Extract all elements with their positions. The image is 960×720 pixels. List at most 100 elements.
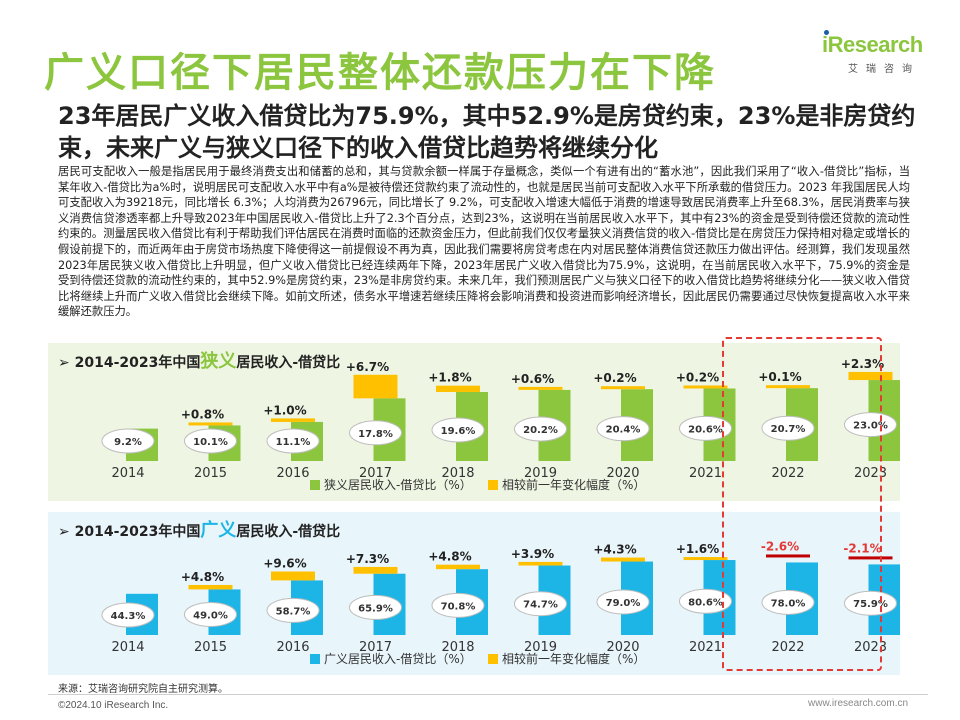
change-marker [601,557,645,562]
change-label: +1.6% [676,542,719,556]
value-label-bubble [101,428,155,454]
change-label: +7.3% [346,552,389,566]
legend-swatch-main [310,654,320,664]
chart-title-highlight: 狭义 [200,351,237,372]
x-tick-label: 2017 [359,466,392,481]
chart-title-arrow-icon: ➢ [58,524,75,540]
chart-title-highlight: 广义 [200,520,237,541]
value-label-bubble [349,594,402,620]
body-paragraph: 居民可支配收入一般是指居民用于最终消费支出和储蓄的总和，其与贷款余额一样属于存量… [58,165,910,319]
iresearch-logo: iResearch 艾瑞咨询 [818,30,938,76]
value-label: 20.7% [771,424,806,435]
value-label-bubble [514,416,567,442]
change-label: +2.3% [841,357,884,371]
value-label-bubble [514,591,567,617]
change-label: +0.8% [181,407,224,421]
value-label-bubble [761,415,815,441]
x-tick-label: 2014 [111,466,144,481]
chart-title: ➢ 2014-2023年中国广义居民收入-借贷比 [58,516,340,542]
change-label: +0.1% [758,370,801,384]
legend-swatch-main [310,480,320,490]
change-marker [848,556,893,560]
value-label: 19.6% [441,426,476,437]
logo-subtext: 艾瑞咨询 [848,64,920,75]
change-label: +0.2% [676,370,719,384]
value-label: 58.7% [276,606,311,617]
value-label: 75.9% [853,599,888,610]
legend-label-main: 狭义居民收入-借贷比（%） [324,478,472,492]
value-label-bubble [184,428,237,454]
x-tick-label: 2023 [854,466,887,481]
change-marker [518,561,563,566]
x-tick-label: 2021 [689,640,722,655]
change-marker [271,571,315,581]
value-label-bubble [679,588,732,614]
x-tick-label: 2022 [771,466,804,481]
chart-title-suffix: 居民收入-借贷比 [236,355,341,371]
value-label: 44.3% [111,611,146,622]
value-label-bubble [101,602,155,628]
value-label: 70.8% [441,601,476,612]
value-label: 20.2% [523,425,558,436]
value-label: 80.6% [688,597,723,608]
x-tick-label: 2016 [276,466,309,481]
legend-swatch-change [488,654,498,664]
legend-label-change: 相较前一年变化幅度（%） [502,477,645,492]
value-label-bubble [844,412,897,438]
change-marker [271,418,315,422]
value-label-bubble [596,589,650,615]
change-marker [518,386,563,390]
value-label-bubble [266,597,320,623]
x-tick-label: 2015 [194,466,227,481]
logo-text: iResearch [822,32,923,57]
value-label: 20.4% [606,425,641,436]
value-label: 74.7% [523,600,558,611]
change-label: +0.2% [593,371,636,385]
legend-swatch-change [488,480,498,490]
x-tick-label: 2018 [441,466,474,481]
x-tick-label: 2019 [524,640,557,655]
change-label: +3.9% [511,547,554,561]
x-tick-label: 2019 [524,466,557,481]
change-label: +4.8% [428,550,471,564]
change-marker [766,554,810,558]
value-label-bubble [184,601,237,627]
change-marker [683,385,728,389]
value-label-bubble [431,592,485,618]
value-label-bubble [679,415,732,441]
change-label: -2.1% [843,541,881,555]
footer-url: www.iresearch.com.cn [808,698,909,709]
value-label-bubble [844,590,897,616]
change-label: +1.0% [263,403,306,417]
source-note: 来源：艾瑞咨询研究院自主研究测算。 [58,684,228,695]
change-marker [353,566,398,574]
value-label-bubble [431,417,485,443]
highlight-dashed-box [722,337,882,671]
change-label: +9.6% [263,556,306,570]
x-tick-label: 2023 [854,640,887,655]
narrow-ratio-chart: 9.2% 2014 10.1% +0.8% 2015 11.1% +1.0% 2016 17.8… [101,357,900,492]
chart-title-prefix: 2014-2023年中国 [74,524,201,540]
broad-ratio-chart: 44.3% 2014 49.0% +4.8% 2015 58.7% +9.6% 2016 65.… [101,539,900,666]
x-tick-label: 2018 [441,640,474,655]
change-marker [848,371,893,381]
change-marker [188,422,233,426]
value-label-bubble [349,420,402,446]
change-marker [436,564,480,570]
value-label-bubble [596,416,650,442]
change-marker [766,385,810,389]
value-label: 79.0% [606,598,641,609]
chart-title-suffix: 居民收入-借贷比 [236,524,341,540]
x-tick-label: 2015 [194,640,227,655]
narrow-ratio-chart-panel: ➢ 2014-2023年中国狭义居民收入-借贷比 9.2% 2014 10.1% +0… [48,343,900,501]
legend-label-main: 广义居民收入-借贷比（%） [324,652,472,666]
chart-title-arrow-icon: ➢ [58,355,75,371]
value-label: 23.0% [853,421,888,432]
value-label: 65.9% [358,603,393,614]
change-marker [188,584,233,590]
broad-ratio-chart-panel: ➢ 2014-2023年中国广义居民收入-借贷比 44.3% 2014 49.0% +… [48,512,900,675]
change-label: +4.3% [593,543,636,557]
x-tick-label: 2021 [689,466,722,481]
value-label: 78.0% [771,598,806,609]
x-tick-label: 2017 [359,640,392,655]
